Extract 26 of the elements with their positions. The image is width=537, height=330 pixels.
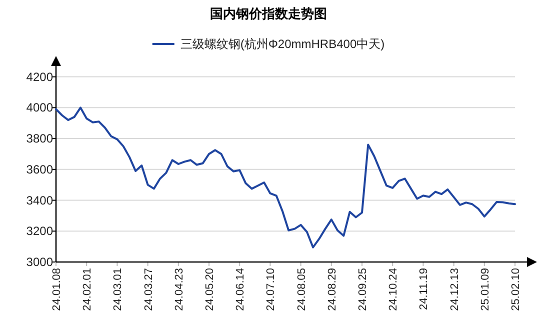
x-tick-label: 24.03.01 <box>112 268 124 311</box>
x-tick-label: 24.03.27 <box>142 268 155 311</box>
x-tick-label: 24.08.29 <box>326 268 338 311</box>
x-tick-label: 25.01.09 <box>479 268 492 311</box>
y-tick-label: 3000 <box>26 255 54 269</box>
x-tick-label: 25.02.10 <box>510 268 522 311</box>
x-tick-label: 24.05.20 <box>204 268 216 311</box>
x-tick-label: 24.11.19 <box>418 268 430 310</box>
y-tick-label: 3400 <box>26 193 54 208</box>
line-series <box>55 106 516 248</box>
x-tick-label: 24.07.10 <box>265 268 278 311</box>
x-tick-label: 24.12.13 <box>448 268 461 311</box>
legend-label: 三级螺纹钢(杭州Φ20mmHRB400中天) <box>180 37 385 51</box>
y-tick-label: 3800 <box>26 132 54 146</box>
y-tick-label: 3200 <box>26 224 54 238</box>
x-tick-label: 24.06.14 <box>234 268 247 311</box>
y-tick-label: 3600 <box>26 162 54 176</box>
x-tick-label: 24.10.24 <box>388 268 400 311</box>
x-tick-label: 24.08.05 <box>296 268 308 311</box>
chart-title: 国内钢价指数走势图 <box>210 6 327 21</box>
y-tick-label: 4000 <box>26 100 54 115</box>
x-tick-label: 24.02.01 <box>82 268 94 311</box>
x-tick-label: 24.09.25 <box>357 268 369 311</box>
y-tick-label: 4200 <box>26 70 54 84</box>
x-tick-label: 24.01.08 <box>51 268 63 311</box>
x-tick-label: 24.04.23 <box>173 268 186 311</box>
